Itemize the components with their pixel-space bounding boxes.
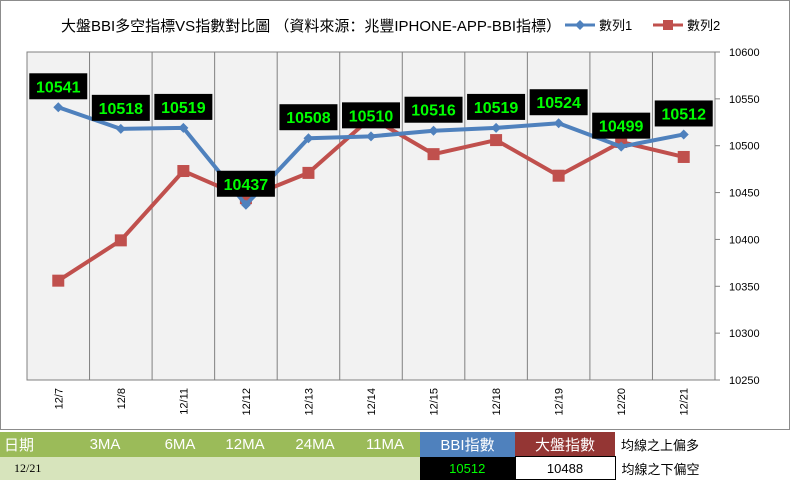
x-tick-label-6: 12/15 bbox=[429, 388, 441, 416]
series-1-point-7 bbox=[491, 122, 502, 133]
chart-title: 大盤BBI多空指標VS指數對比圖 （資料來源：兆豐IPHONE-APP-BBI指… bbox=[61, 18, 561, 35]
y-tick-label-7: 10250 bbox=[729, 375, 760, 387]
header-12ma: 12MA bbox=[210, 432, 280, 457]
data-label-6: 10516 bbox=[411, 103, 456, 120]
data-label-box-4 bbox=[279, 104, 338, 131]
data-label-10: 10512 bbox=[661, 106, 706, 123]
row-index-value: 10488 bbox=[514, 456, 616, 480]
data-label-box-3 bbox=[216, 170, 275, 197]
series-1-point-10 bbox=[678, 129, 689, 140]
category-gridlines bbox=[89, 52, 653, 380]
data-label-box-9 bbox=[592, 112, 651, 139]
data-label-9: 10499 bbox=[599, 119, 644, 136]
data-label-5: 10510 bbox=[349, 108, 394, 125]
data-label-box-1 bbox=[91, 94, 150, 121]
data-label-1: 10518 bbox=[99, 101, 144, 118]
ma-table: 日期 3MA 6MA 12MA 24MA 11MA BBI指數 大盤指數 均線之… bbox=[0, 432, 792, 480]
series-1-point-2 bbox=[178, 122, 189, 133]
y-tick-label-0: 10600 bbox=[729, 47, 760, 59]
legend: 數列1 數列2 bbox=[565, 18, 720, 33]
series-1-point-1 bbox=[115, 123, 126, 134]
data-label-box-7 bbox=[467, 93, 526, 120]
series-2-point-2 bbox=[177, 165, 190, 178]
y-tick-label-3: 10450 bbox=[729, 188, 760, 200]
x-tick-label-8: 12/19 bbox=[554, 388, 566, 416]
table-header-row: 日期 3MA 6MA 12MA 24MA 11MA BBI指數 大盤指數 均線之… bbox=[0, 432, 792, 457]
legend-series1-marker bbox=[575, 20, 585, 30]
header-index: 大盤指數 bbox=[515, 432, 615, 457]
bbi-chart: 大盤BBI多空指標VS指數對比圖 （資料來源：兆豐IPHONE-APP-BBI指… bbox=[26, 18, 760, 416]
series-2-point-8 bbox=[552, 169, 565, 182]
legend-series1-label: 數列1 bbox=[599, 18, 632, 33]
series-1-point-6 bbox=[428, 125, 439, 136]
data-label-8: 10524 bbox=[536, 95, 581, 112]
x-tick-label-0: 12/7 bbox=[53, 388, 65, 409]
series-1 bbox=[53, 102, 689, 210]
y-axis: 10600 10550 10500 10450 10400 10350 10300 10250 bbox=[715, 47, 760, 387]
header-bbi: BBI指數 bbox=[420, 432, 515, 457]
data-label-0: 10541 bbox=[36, 79, 81, 96]
data-label-box-0 bbox=[29, 73, 88, 100]
data-label-4: 10508 bbox=[286, 110, 331, 127]
legend-series2-label: 數列2 bbox=[687, 18, 720, 33]
x-tick-label-1: 12/8 bbox=[116, 388, 128, 409]
data-label-box-6 bbox=[404, 96, 463, 123]
note-bullish: 均線之上偏多 bbox=[615, 432, 792, 457]
series-1-point-8 bbox=[553, 118, 564, 129]
y-tick-label-4: 10400 bbox=[729, 234, 760, 246]
x-tick-label-5: 12/14 bbox=[366, 388, 378, 416]
header-3ma: 3MA bbox=[60, 432, 150, 457]
x-tick-label-10: 12/21 bbox=[679, 388, 691, 416]
header-6ma: 6MA bbox=[150, 432, 210, 457]
table-row: 12/21 10512 10488 均線之下偏空 bbox=[0, 456, 792, 480]
x-tick-label-3: 12/12 bbox=[241, 388, 253, 416]
note-bearish: 均線之下偏空 bbox=[615, 456, 792, 480]
data-label-2: 10519 bbox=[161, 100, 206, 117]
series-2-point-10 bbox=[677, 150, 690, 163]
legend-series2-marker bbox=[663, 20, 673, 30]
data-label-box-5 bbox=[342, 102, 400, 129]
header-date: 日期 bbox=[0, 432, 60, 457]
data-label-box-8 bbox=[529, 89, 588, 116]
row-date: 12/21 bbox=[0, 456, 420, 480]
data-label-3: 10437 bbox=[224, 177, 269, 194]
series-1-point-0 bbox=[53, 102, 64, 113]
x-tick-label-2: 12/11 bbox=[178, 388, 190, 415]
x-tick-label-7: 12/18 bbox=[491, 388, 503, 416]
y-tick-label-1: 10550 bbox=[729, 94, 760, 106]
series-2-point-1 bbox=[114, 234, 127, 247]
x-tick-label-4: 12/13 bbox=[303, 388, 315, 416]
series-2-point-0 bbox=[52, 274, 65, 287]
series-2-point-7 bbox=[490, 134, 503, 147]
chart-frame: 大盤BBI多空指標VS指數對比圖 （資料來源：兆豐IPHONE-APP-BBI指… bbox=[0, 0, 790, 430]
x-axis: 12/7 12/8 12/11 12/12 12/13 12/14 12/15 12/18 12… bbox=[53, 388, 690, 416]
y-tick-label-2: 10500 bbox=[729, 141, 760, 153]
data-labels: 10541 10518 10519 10437 10508 10510 10516 10519… bbox=[29, 73, 713, 197]
y-tick-label-5: 10350 bbox=[729, 281, 760, 293]
header-24ma: 24MA bbox=[280, 432, 350, 457]
y-tick-label-6: 10300 bbox=[729, 328, 760, 340]
header-11ma: 11MA bbox=[350, 432, 420, 457]
data-label-box-10 bbox=[654, 100, 713, 127]
series-1-point-4 bbox=[303, 133, 314, 144]
data-label-7: 10519 bbox=[474, 100, 519, 117]
series-1-point-5 bbox=[366, 131, 376, 142]
series-1-point-3 bbox=[240, 199, 251, 210]
data-label-box-2 bbox=[154, 93, 213, 120]
series-2-point-6 bbox=[427, 148, 440, 161]
series-1-point-9 bbox=[616, 141, 627, 152]
series-2-point-4 bbox=[302, 166, 315, 179]
x-tick-label-9: 12/20 bbox=[616, 388, 628, 416]
row-bbi-value: 10512 bbox=[420, 456, 515, 480]
